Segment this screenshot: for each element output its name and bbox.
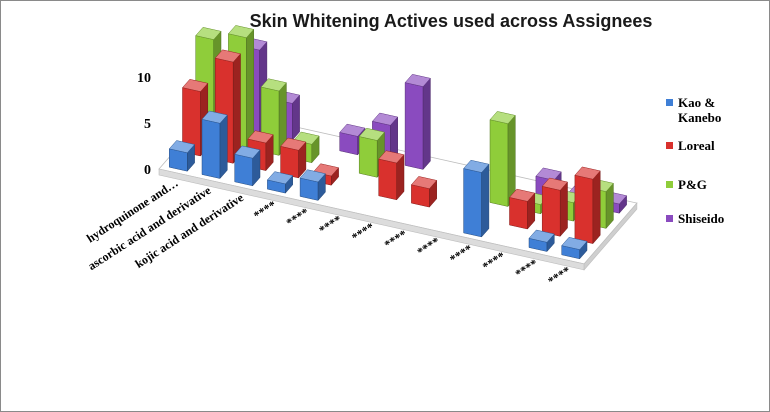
bars bbox=[168, 25, 628, 260]
bar bbox=[489, 111, 516, 208]
legend-label: Shiseido bbox=[678, 211, 724, 226]
legend-item: Kao & Kanebo bbox=[666, 95, 721, 125]
legend-item: Shiseido bbox=[666, 211, 724, 226]
bar bbox=[528, 229, 555, 253]
chart-title: Skin Whitening Actives used across Assig… bbox=[250, 11, 653, 31]
y-tick-label: 5 bbox=[144, 117, 151, 132]
y-tick-label: 10 bbox=[137, 71, 151, 86]
category-label: **** bbox=[513, 256, 541, 281]
bar bbox=[201, 110, 228, 180]
bar bbox=[280, 137, 307, 179]
category-label: **** bbox=[414, 234, 442, 259]
bar bbox=[168, 140, 196, 172]
category-label: **** bbox=[284, 205, 312, 230]
legend-swatch bbox=[666, 215, 673, 222]
bar bbox=[541, 177, 568, 237]
bar bbox=[234, 145, 261, 187]
category-label: **** bbox=[382, 227, 410, 252]
y-tick-label: 0 bbox=[144, 163, 151, 178]
bar bbox=[561, 237, 588, 260]
bar bbox=[574, 166, 601, 245]
legend-label: Kao & Kanebo bbox=[678, 95, 721, 125]
legend: Kao & Kanebo Loreal P&G Shiseido bbox=[666, 95, 724, 226]
bar bbox=[509, 188, 536, 230]
legend-swatch bbox=[666, 142, 673, 149]
legend-label: Loreal bbox=[678, 138, 715, 153]
bar bbox=[404, 74, 431, 171]
legend-label: P&G bbox=[678, 177, 707, 192]
legend-item: P&G bbox=[666, 177, 707, 192]
bar bbox=[299, 169, 326, 202]
bar bbox=[378, 150, 405, 201]
floor-side-edge bbox=[583, 202, 638, 271]
category-label: **** bbox=[545, 263, 573, 288]
category-label: **** bbox=[480, 249, 508, 274]
legend-item: Loreal bbox=[666, 138, 715, 153]
legend-swatch bbox=[666, 181, 673, 188]
category-label: **** bbox=[316, 212, 344, 237]
bar bbox=[410, 176, 438, 208]
y-axis: 0 5 10 bbox=[137, 71, 151, 178]
category-label: **** bbox=[251, 198, 279, 223]
category-label: **** bbox=[349, 220, 377, 245]
bar bbox=[463, 159, 490, 238]
bar bbox=[266, 171, 294, 194]
legend-swatch bbox=[666, 99, 673, 106]
category-label: **** bbox=[447, 241, 475, 266]
